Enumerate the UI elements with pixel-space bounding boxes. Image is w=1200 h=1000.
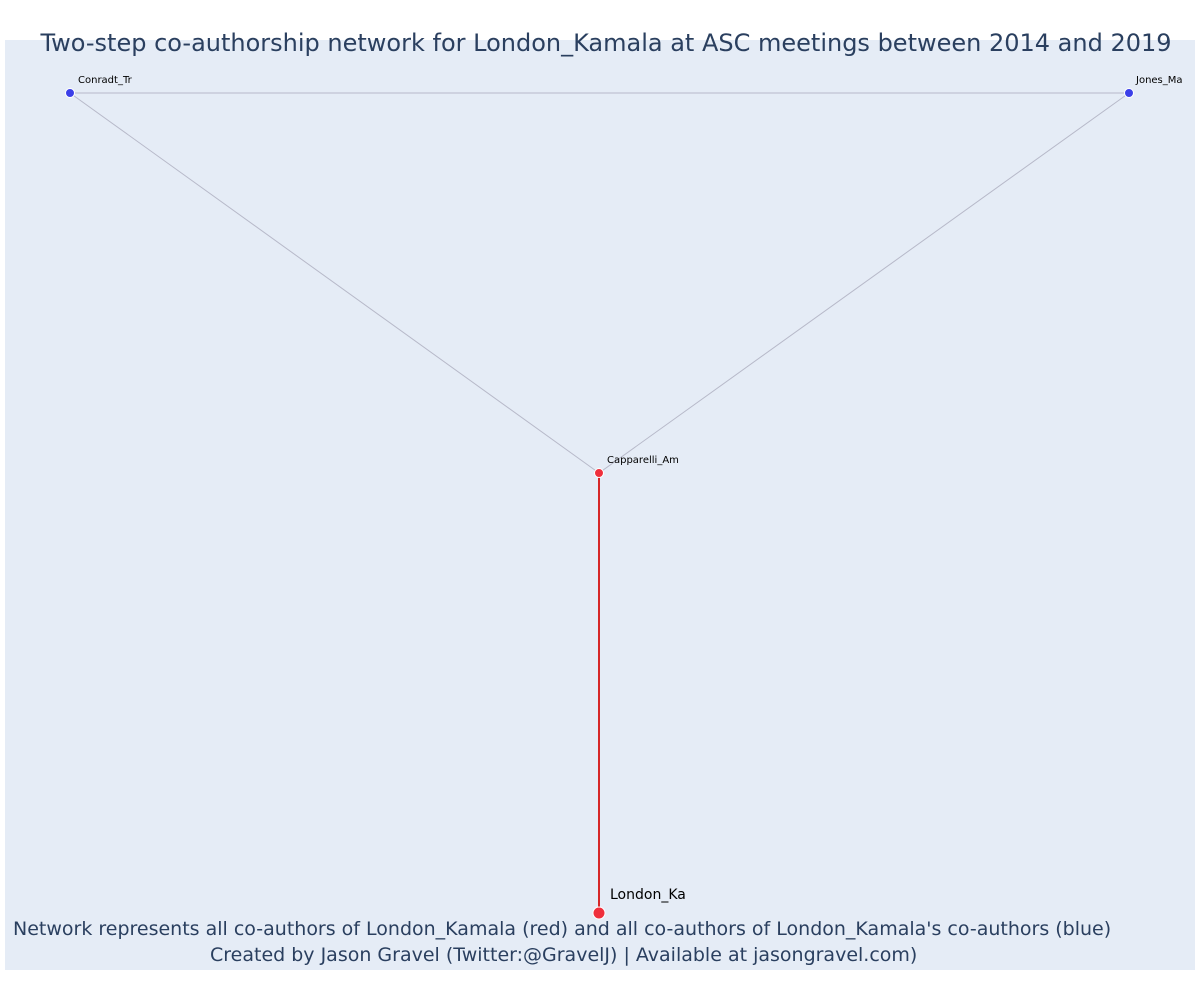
caption-description: Network represents all co-authors of Lon… bbox=[13, 918, 1112, 940]
node-Capparelli_Am[interactable] bbox=[594, 468, 604, 478]
node-label-Conradt_Tr: Conradt_Tr bbox=[78, 75, 133, 86]
chart-title: Two-step co-authorship network for Londo… bbox=[40, 29, 1172, 57]
edge-Capparelli_Am-Jones_Ma bbox=[598, 92, 1130, 474]
node-Conradt_Tr[interactable] bbox=[65, 88, 75, 98]
node-label-London_Ka: London_Ka bbox=[610, 887, 686, 903]
node-London_Ka[interactable] bbox=[592, 906, 606, 920]
node-label-Jones_Ma: Jones_Ma bbox=[1135, 75, 1183, 86]
node-label-Capparelli_Am: Capparelli_Am bbox=[607, 455, 679, 466]
node-Jones_Ma[interactable] bbox=[1124, 88, 1134, 98]
edge-Capparelli_Am-Conradt_Tr bbox=[69, 92, 600, 474]
caption-credit: Created by Jason Gravel (Twitter:@Gravel… bbox=[210, 944, 918, 966]
